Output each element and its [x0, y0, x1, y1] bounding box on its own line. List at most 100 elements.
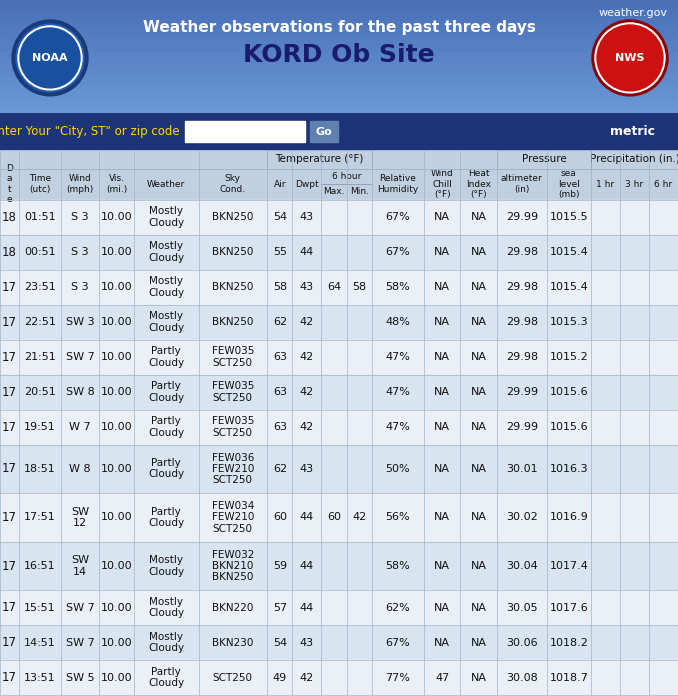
Bar	[0, 106, 678, 107]
Text: W 7: W 7	[69, 422, 91, 432]
Bar	[0, 14, 678, 15]
Text: 1015.4: 1015.4	[549, 247, 589, 257]
Text: 29.99: 29.99	[506, 422, 538, 432]
Bar	[0, 23, 678, 24]
Text: Mostly
Cloudy: Mostly Cloudy	[148, 312, 184, 333]
Text: 18: 18	[2, 246, 17, 259]
Text: 1015.6: 1015.6	[549, 387, 588, 397]
Text: 43: 43	[300, 212, 314, 222]
Text: 67%: 67%	[385, 638, 410, 648]
Text: NA: NA	[471, 638, 487, 648]
Circle shape	[595, 23, 665, 93]
Bar	[0, 39, 678, 40]
Text: 42: 42	[300, 422, 314, 432]
Text: Mostly
Cloudy: Mostly Cloudy	[148, 632, 184, 654]
Bar	[0, 374, 678, 409]
Text: SW
12: SW 12	[71, 507, 89, 528]
Bar	[0, 40, 678, 41]
Bar	[310, 122, 338, 141]
Text: 60: 60	[273, 512, 287, 523]
Text: 63: 63	[273, 352, 287, 362]
Text: NA: NA	[434, 282, 450, 292]
Bar	[0, 93, 678, 94]
Text: 13:51: 13:51	[24, 673, 56, 683]
Text: NA: NA	[434, 317, 450, 327]
Text: 16:51: 16:51	[24, 561, 56, 571]
Text: NA: NA	[471, 317, 487, 327]
Text: Mostly
Cloudy: Mostly Cloudy	[148, 597, 184, 619]
Bar	[0, 20, 678, 21]
Bar	[0, 108, 678, 109]
Text: NA: NA	[434, 212, 450, 222]
Bar	[0, 50, 678, 51]
Bar	[0, 77, 678, 78]
Text: 1015.6: 1015.6	[549, 422, 588, 432]
Bar	[0, 8, 678, 9]
Bar	[0, 81, 678, 82]
Bar	[0, 9, 678, 10]
Text: 58%: 58%	[385, 561, 410, 571]
Bar	[0, 305, 678, 340]
Text: Dwpt: Dwpt	[295, 180, 319, 189]
Text: NOAA: NOAA	[32, 53, 68, 63]
Text: NA: NA	[471, 422, 487, 432]
Text: Wind
Chill
(°F): Wind Chill (°F)	[431, 169, 454, 199]
Bar	[0, 10, 678, 11]
Bar	[0, 114, 678, 115]
Bar	[0, 37, 678, 38]
Bar	[0, 49, 678, 50]
Text: 30.04: 30.04	[506, 561, 538, 571]
Text: 17: 17	[2, 601, 17, 615]
Text: Partly
Cloudy: Partly Cloudy	[148, 416, 184, 438]
Text: Mostly
Cloudy: Mostly Cloudy	[148, 276, 184, 298]
Bar	[0, 22, 678, 23]
Bar	[0, 110, 678, 111]
Text: 18:51: 18:51	[24, 464, 56, 474]
Bar	[0, 97, 678, 98]
Text: 1018.7: 1018.7	[549, 673, 589, 683]
Bar	[0, 19, 678, 20]
Text: 58%: 58%	[385, 282, 410, 292]
Text: 10.00: 10.00	[100, 352, 132, 362]
Bar	[0, 90, 678, 91]
Text: 20:51: 20:51	[24, 387, 56, 397]
Text: 17:51: 17:51	[24, 512, 56, 523]
Text: BKN250: BKN250	[212, 282, 254, 292]
Bar	[0, 53, 678, 54]
Text: 17: 17	[2, 462, 17, 475]
Text: 17: 17	[2, 420, 17, 434]
Bar	[0, 52, 678, 53]
Text: NA: NA	[471, 387, 487, 397]
Bar	[0, 15, 678, 16]
Text: 19:51: 19:51	[24, 422, 56, 432]
Bar	[0, 27, 678, 28]
Text: FEW034
FEW210
SCT250: FEW034 FEW210 SCT250	[212, 501, 254, 534]
Bar	[0, 30, 678, 31]
Bar	[0, 25, 678, 26]
Text: 47%: 47%	[385, 422, 410, 432]
Bar	[0, 73, 678, 74]
Text: 67%: 67%	[385, 212, 410, 222]
Text: NA: NA	[434, 247, 450, 257]
Bar	[0, 111, 678, 112]
Bar	[0, 104, 678, 105]
Text: 42: 42	[300, 387, 314, 397]
Bar	[0, 71, 678, 72]
Bar	[0, 33, 678, 34]
Text: S 3: S 3	[71, 212, 89, 222]
Text: 30.02: 30.02	[506, 512, 538, 523]
Text: 22:51: 22:51	[24, 317, 56, 327]
Text: Temperature (°F): Temperature (°F)	[275, 154, 363, 164]
Bar	[0, 42, 678, 43]
Text: 44: 44	[300, 247, 314, 257]
Text: NA: NA	[471, 512, 487, 523]
Text: 17: 17	[2, 672, 17, 684]
Text: 54: 54	[273, 638, 287, 648]
Bar	[591, 150, 678, 168]
Text: Vis.
(mi.): Vis. (mi.)	[106, 175, 127, 193]
Text: NA: NA	[471, 247, 487, 257]
Text: NA: NA	[471, 352, 487, 362]
Bar	[0, 51, 678, 52]
Text: 44: 44	[300, 603, 314, 613]
Text: 1015.2: 1015.2	[549, 352, 589, 362]
